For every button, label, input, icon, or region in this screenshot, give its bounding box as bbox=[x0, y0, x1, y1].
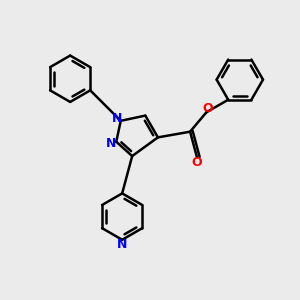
Text: N: N bbox=[112, 112, 122, 125]
Text: N: N bbox=[117, 238, 128, 251]
Text: O: O bbox=[202, 102, 212, 115]
Text: N: N bbox=[106, 137, 117, 150]
Text: O: O bbox=[192, 156, 202, 169]
